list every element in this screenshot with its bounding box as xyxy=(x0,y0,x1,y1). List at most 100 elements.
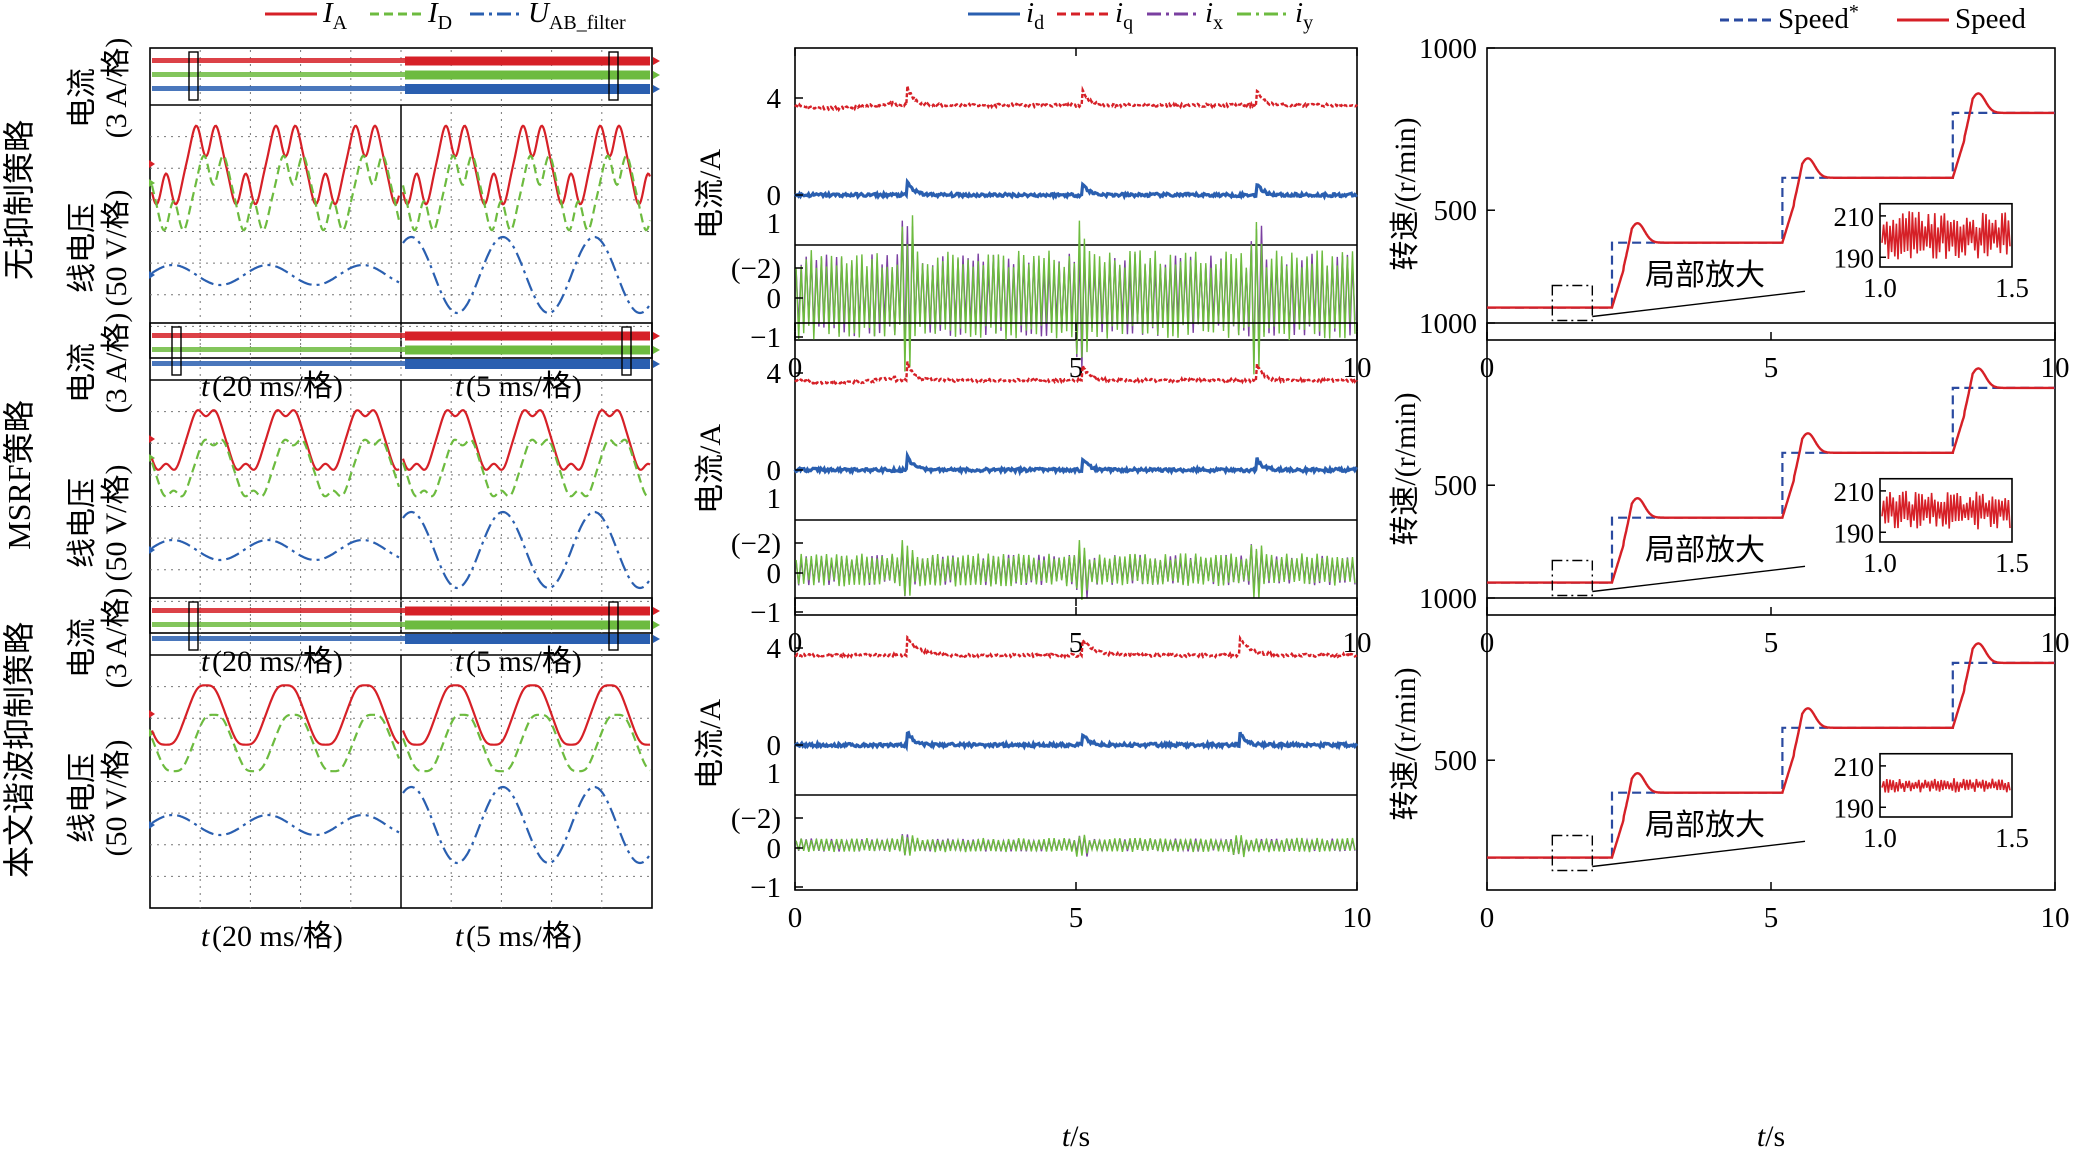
osc-strip-band xyxy=(405,331,650,341)
legend-current-2-label: ix xyxy=(1205,0,1223,34)
speed-zoom-label: 局部放大 xyxy=(1645,534,1765,567)
osc-ia-right xyxy=(401,409,651,471)
current-ylabel: 电流/A xyxy=(694,699,727,789)
legend-current-0-label: id xyxy=(1026,0,1044,34)
osc-xlabel-right-text: (5 ms/格) xyxy=(466,370,582,403)
speed-ytick-label: 1000 xyxy=(1419,33,1477,65)
row-strategy-label: MSRF策略 xyxy=(1,400,37,549)
speed-xtick-label: 5 xyxy=(1764,352,1779,384)
legend-osc-2-label: UAB_filter xyxy=(528,0,626,34)
speed-ytick-label: 1000 xyxy=(1419,583,1477,615)
osc-id-left xyxy=(150,713,401,773)
speed-ytick-label: 1000 xyxy=(1419,308,1477,340)
osc-ia-left xyxy=(150,684,400,746)
osc-uab-left xyxy=(151,538,400,562)
osc-uab-right xyxy=(402,785,651,865)
speed-zoom-leader xyxy=(1592,290,1806,318)
osc-strip-band xyxy=(405,345,650,355)
speed-zoom-box xyxy=(1551,834,1594,872)
current-ytick-label: −1 xyxy=(750,322,781,354)
row-strategy-label: 本文谐波抑制策略 xyxy=(1,622,37,878)
current-ytick-label: 1 xyxy=(767,208,782,240)
osc-panel-2: (20 ms/格) (5 ms/格) 电流 (3 A/格) 线电压 (50 V/格) 本文谐… xyxy=(1,588,660,953)
osc-xlabel-left: t xyxy=(201,645,210,678)
speed-inset-series xyxy=(1881,490,2011,530)
legend-osc-0: IA xyxy=(265,0,348,34)
osc-zoom-marker xyxy=(188,601,199,651)
osc-id-right xyxy=(401,154,652,232)
legend-speed-label: Speed xyxy=(1955,3,2026,35)
speed-inset-xtick-label: 1.0 xyxy=(1863,823,1897,853)
series-speed-ref xyxy=(1487,386,2055,584)
osc-channel-marker xyxy=(653,346,660,354)
current-ylabel: 电流/A xyxy=(694,424,727,514)
series-speed-ref xyxy=(1487,111,2055,309)
osc-ch2-label: 线电压 xyxy=(66,203,99,293)
current-ytick-label: 4 xyxy=(767,83,782,115)
legend-osc-0-label: IA xyxy=(322,0,348,34)
osc-xlabel-left: t xyxy=(201,370,210,403)
osc-panel-1: (20 ms/格) (5 ms/格)电流 (3 A/格)线电压 (50 V/格)MSR… xyxy=(1,313,660,678)
legend-speed-ref: Speed* xyxy=(1720,1,1859,35)
speed-ytick-label: 500 xyxy=(1434,745,1478,777)
series-speed-ref xyxy=(1487,661,2055,859)
current-ytick-label: 1 xyxy=(767,483,782,515)
speed-zoom-label: 局部放大 xyxy=(1645,259,1765,292)
osc-level-marker xyxy=(149,454,155,462)
speed-inset-ytick-label: 190 xyxy=(1834,518,1875,548)
osc-ch1-label: 电流 xyxy=(66,343,99,403)
osc-zoom-marker xyxy=(171,326,182,376)
osc-id-left xyxy=(150,154,401,232)
osc-id-left xyxy=(150,438,401,498)
osc-xlabel-left-text: (20 ms/格) xyxy=(212,645,343,678)
current-ytick-label: (−2) xyxy=(731,803,781,835)
legend-current-2: ix xyxy=(1147,0,1223,34)
speed-xlabel: t/s xyxy=(1757,1120,1785,1153)
osc-strip-band xyxy=(152,636,407,641)
series-id xyxy=(793,449,1358,477)
osc-strip-band xyxy=(152,58,407,63)
speed-ylabel: 转速/(r/min) xyxy=(1389,392,1422,545)
osc-strip-band xyxy=(405,56,650,66)
speed-inset-series xyxy=(1881,778,2011,793)
series-speed xyxy=(1487,92,2055,309)
osc-ch1-scale: (3 A/格) xyxy=(100,588,133,689)
osc-uab-left xyxy=(151,813,400,837)
speed-inset-ytick-label: 210 xyxy=(1834,477,1875,507)
osc-channel-marker xyxy=(653,360,660,368)
series-id xyxy=(793,177,1358,201)
current-xtick-label: 10 xyxy=(1343,902,1372,934)
current-ytick-label: 4 xyxy=(767,358,782,390)
osc-id-right xyxy=(401,438,651,498)
speed-inset-ytick-label: 190 xyxy=(1834,793,1875,823)
osc-xlabel-left: t xyxy=(201,920,210,953)
speed-inset-ytick-label: 210 xyxy=(1834,752,1875,782)
current-ytick-label: 4 xyxy=(767,633,782,665)
speed-zoom-label: 局部放大 xyxy=(1645,809,1765,842)
series-speed xyxy=(1487,367,2055,584)
osc-ia-right xyxy=(401,684,651,746)
current-ytick-label: (−2) xyxy=(731,253,781,285)
osc-strip-band xyxy=(152,72,407,77)
current-xtick-label: 5 xyxy=(1069,627,1084,659)
row-strategy-label: 无抑制策略 xyxy=(1,120,37,280)
osc-strip-band xyxy=(152,86,407,91)
osc-strip-band xyxy=(152,622,407,627)
osc-level-marker xyxy=(149,710,155,718)
osc-id-right xyxy=(401,713,651,773)
series-iy xyxy=(795,540,1356,600)
speed-zoom-box xyxy=(1551,559,1594,597)
osc-ch2-label: 线电压 xyxy=(66,753,99,843)
current-ytick-label: 0 xyxy=(767,833,782,865)
legend-osc-1-label: ID xyxy=(427,0,452,34)
series-iq xyxy=(794,634,1358,660)
osc-xlabel-right: t xyxy=(455,920,464,953)
speed-frame xyxy=(1486,47,2056,341)
current-ytick-label: 0 xyxy=(767,558,782,590)
legend-osc-1: ID xyxy=(370,0,452,34)
speed-ytick-label: 500 xyxy=(1434,470,1478,502)
osc-level-marker xyxy=(149,271,155,279)
osc-channel-marker xyxy=(653,332,660,340)
